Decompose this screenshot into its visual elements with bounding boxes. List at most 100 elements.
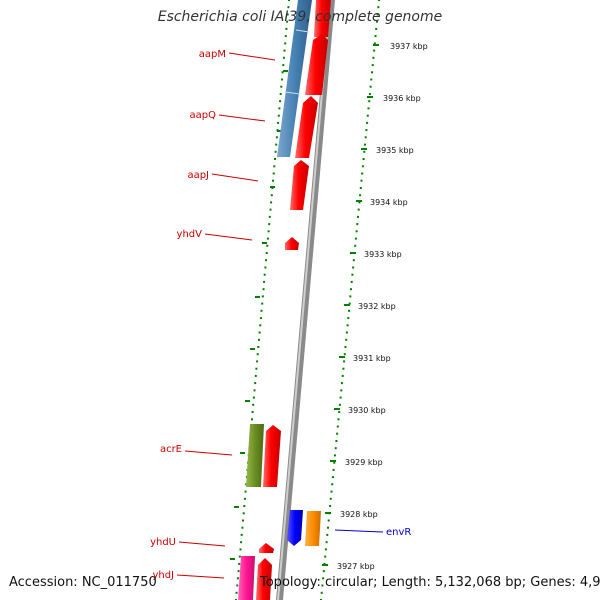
ring-dot: [326, 533, 329, 536]
gene-arrow-aapM[interactable]: [305, 34, 328, 95]
gene-label-yhdJ[interactable]: yhdJ: [152, 570, 174, 581]
ring-dot: [370, 78, 373, 81]
tick-mark: [322, 564, 328, 566]
ring-dot: [336, 425, 339, 428]
ring-dot: [258, 331, 261, 334]
ring-dot: [354, 244, 357, 247]
ring-dot: [255, 367, 258, 370]
ring-dot: [364, 143, 366, 146]
tick-label-3937: 3937 kbp: [390, 42, 428, 51]
ring-dot: [333, 461, 336, 464]
ring-dot: [342, 367, 345, 370]
gene-arrow-aapJ[interactable]: [290, 160, 309, 210]
ring-dot: [261, 302, 264, 305]
gene-arrow-top[interactable]: [314, 0, 331, 37]
ring-dot: [359, 187, 362, 189]
ring-dot: [267, 230, 270, 233]
ring-dot: [272, 172, 275, 175]
ring-dot: [237, 570, 240, 573]
ring-dot: [324, 548, 327, 551]
tick-mark: [373, 44, 379, 46]
ring-dot: [341, 374, 344, 377]
ring-dot: [347, 317, 350, 320]
ring-dot: [282, 56, 285, 59]
ring-dot: [373, 49, 376, 52]
gene-arrow-yhdV[interactable]: [285, 237, 299, 250]
ring-dot: [363, 150, 366, 153]
ring-dot: [277, 114, 280, 117]
ring-dot: [325, 541, 328, 544]
ring-dot: [374, 35, 377, 38]
ring-dot: [262, 288, 265, 291]
topology-label: Topology: circular; Length: 5,132,068 bp…: [260, 575, 600, 590]
ring-dot: [348, 302, 351, 305]
ring-dot: [238, 562, 241, 565]
tick-mark: [350, 252, 356, 254]
tick-mark: [262, 242, 267, 244]
ring-dot: [235, 591, 238, 594]
ring-dot: [378, 0, 380, 1]
gene-label-yhdU[interactable]: yhdU: [150, 537, 176, 548]
ring-dot: [375, 27, 378, 30]
gene-label-aapQ[interactable]: aapQ: [190, 110, 217, 121]
ring-dot: [357, 208, 360, 211]
ring-dot: [322, 577, 325, 580]
gene-block-yhdJ-pink[interactable]: [238, 556, 255, 600]
ring-dot: [349, 295, 352, 298]
ring-dot: [368, 93, 371, 95]
gene-label-acrE[interactable]: acrE: [160, 444, 182, 455]
ring-dot: [272, 179, 274, 182]
gene-arrow-acrF[interactable]: [263, 425, 281, 487]
gene-label-envR[interactable]: envR: [386, 527, 411, 538]
gene-block-envR-orange[interactable]: [305, 511, 321, 546]
gene-arrow-aapQ[interactable]: [295, 96, 318, 158]
gene-arrow-yhdU[interactable]: [259, 543, 274, 553]
ring-dot: [279, 100, 282, 103]
ring-dot: [266, 237, 269, 240]
ring-dot: [355, 230, 358, 233]
ring-dot: [361, 165, 364, 168]
ring-dot: [240, 533, 243, 536]
ring-dot: [356, 223, 359, 226]
ring-dot: [361, 172, 364, 175]
ring-dot: [252, 403, 255, 406]
label-leader-lines: [176, 52, 384, 579]
ring-dot: [242, 512, 245, 515]
gene-label-aapJ[interactable]: aapJ: [187, 170, 209, 181]
gene-arrow-yhdJ[interactable]: [256, 558, 272, 600]
ring-dot: [367, 107, 370, 110]
outer-dotted-ring: [320, 0, 380, 600]
ring-dot: [335, 440, 338, 442]
gene-arrow-envR-blue[interactable]: [287, 510, 303, 546]
gene-label-yhdV[interactable]: yhdV: [177, 229, 203, 240]
gene-block-acrE-green[interactable]: [246, 424, 264, 487]
gene-block-aapM-aapQ-blue[interactable]: [277, 0, 312, 157]
ring-dot: [339, 396, 342, 399]
ring-dot: [351, 273, 354, 276]
ring-dot: [259, 317, 262, 320]
ring-dot: [354, 237, 357, 240]
ring-dot: [377, 6, 380, 9]
ring-dot: [273, 165, 276, 168]
ring-dot: [327, 519, 330, 522]
gene-label-aapM[interactable]: aapM: [199, 49, 226, 60]
ring-dot: [268, 223, 271, 226]
tick-mark: [277, 130, 282, 132]
ring-dot: [241, 526, 244, 529]
tick-mark: [339, 356, 345, 358]
ring-dot: [352, 259, 355, 262]
tick-mark: [325, 512, 331, 514]
tick-mark: [240, 452, 245, 454]
ring-dot: [337, 418, 340, 421]
tick-mark: [361, 148, 367, 150]
ring-dot: [329, 497, 332, 500]
ring-dot: [274, 150, 277, 153]
tick-mark: [250, 348, 255, 350]
ring-dot: [256, 353, 259, 356]
tick-label-3931: 3931 kbp: [353, 354, 391, 363]
ring-dot: [336, 432, 339, 435]
ring-dot: [322, 570, 325, 573]
ring-dot: [263, 273, 266, 276]
ring-dot: [362, 158, 365, 160]
